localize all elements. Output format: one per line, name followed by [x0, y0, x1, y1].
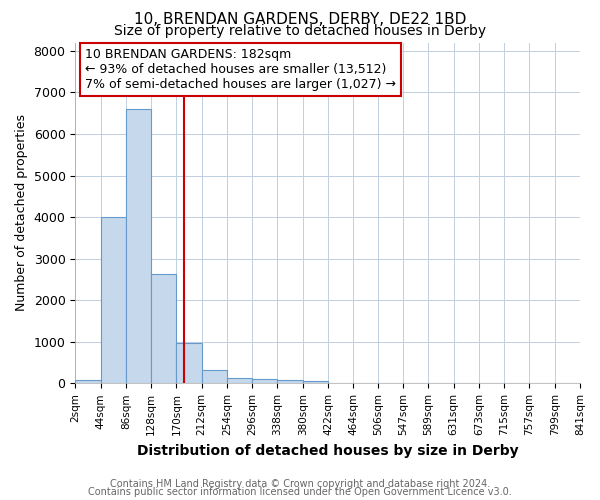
Bar [126, 109, 151, 384]
Text: Contains public sector information licensed under the Open Government Licence v3: Contains public sector information licen… [88, 487, 512, 497]
Text: Size of property relative to detached houses in Derby: Size of property relative to detached ho… [114, 24, 486, 38]
Text: 10, BRENDAN GARDENS, DERBY, DE22 1BD: 10, BRENDAN GARDENS, DERBY, DE22 1BD [134, 12, 466, 28]
Bar [277, 380, 302, 384]
Text: Contains HM Land Registry data © Crown copyright and database right 2024.: Contains HM Land Registry data © Crown c… [110, 479, 490, 489]
X-axis label: Distribution of detached houses by size in Derby: Distribution of detached houses by size … [137, 444, 518, 458]
Bar [252, 380, 277, 384]
Bar [151, 274, 176, 384]
Bar [302, 381, 328, 384]
Bar [202, 370, 227, 384]
Bar [75, 380, 101, 384]
Bar [101, 217, 126, 384]
Bar [176, 344, 202, 384]
Bar [227, 378, 252, 384]
Text: 10 BRENDAN GARDENS: 182sqm
← 93% of detached houses are smaller (13,512)
7% of s: 10 BRENDAN GARDENS: 182sqm ← 93% of deta… [85, 48, 397, 90]
Y-axis label: Number of detached properties: Number of detached properties [15, 114, 28, 312]
